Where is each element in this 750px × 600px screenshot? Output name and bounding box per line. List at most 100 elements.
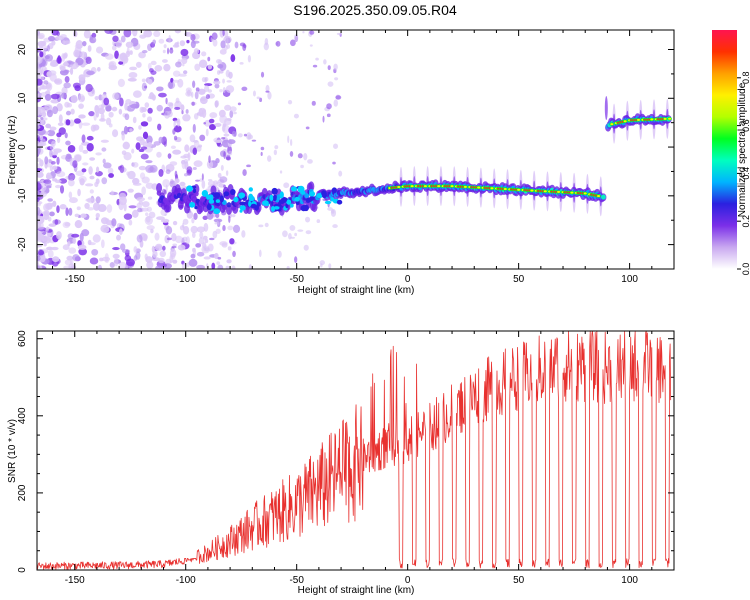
spectrogram-noise (74, 213, 80, 218)
spectrogram-noise (67, 179, 75, 187)
spectrogram-noise (70, 108, 75, 115)
spectrogram-noise (192, 247, 196, 253)
spectrogram-signal-core (557, 190, 561, 193)
spectrogram-noise (75, 170, 85, 177)
spectrogram-noise (49, 126, 57, 131)
spectrogram-noise (305, 216, 311, 223)
spectrogram-noise (37, 68, 43, 77)
spectrogram-signal (290, 186, 298, 192)
spectrogram-noise (146, 261, 154, 269)
spectrogram-noise (160, 218, 170, 223)
spectrogram-noise (246, 164, 251, 168)
spectrogram-noise (80, 213, 87, 218)
spectrogram-noise (142, 131, 149, 140)
spectrogram-noise (243, 133, 248, 137)
spectrogram-noise (113, 257, 119, 267)
spectrogram-signal (278, 199, 286, 204)
spectrogram-noise (277, 250, 282, 258)
spectrogram-noise (223, 133, 230, 137)
spectrogram-noise (125, 50, 131, 58)
spectrogram-noise (217, 264, 224, 269)
spectrogram-noise (37, 191, 41, 198)
spectrogram-noise (37, 197, 40, 202)
spectrogram-noise (127, 188, 134, 193)
spectrogram-noise (78, 74, 86, 81)
spectrogram-noise (55, 184, 61, 189)
spectrogram-noise (332, 224, 338, 229)
spectrogram-noise (72, 237, 77, 245)
spectrogram-noise (190, 33, 196, 41)
spectrogram-noise (101, 239, 105, 249)
spectrogram-noise (97, 204, 107, 213)
spectrogram-noise (231, 130, 237, 137)
spectrogram-noise (111, 45, 117, 51)
spectrogram-signal (165, 202, 172, 213)
spectrogram-signal (262, 200, 269, 206)
spectrogram-noise (89, 189, 94, 194)
spectrogram-noise (68, 61, 75, 65)
spectrogram-noise (106, 204, 113, 213)
spectrogram-noise (198, 59, 208, 69)
spectrogram-noise (186, 166, 193, 174)
spectrogram-noise (95, 170, 103, 177)
spectrogram-noise (192, 123, 196, 133)
spectrogram-noise (274, 145, 279, 150)
spectrogram-noise (92, 234, 101, 243)
spectrogram-noise (195, 243, 202, 248)
spectrogram-noise (70, 174, 76, 180)
spectrogram-noise (196, 226, 206, 233)
snr-x-label: Height of straight line (km) (298, 585, 415, 596)
spectrogram-noise (195, 87, 200, 92)
spectrogram-signal (279, 191, 284, 199)
spectrogram-noise (219, 176, 228, 183)
spectrogram-noise (154, 232, 160, 241)
spectrogram-noise (47, 249, 54, 259)
spectrogram-noise (219, 88, 223, 93)
spectrogram-noise (82, 40, 87, 47)
spectrogram-noise (237, 133, 243, 138)
spectrogram-noise (185, 87, 192, 94)
spectrogram-noise (48, 159, 52, 164)
spectrogram-noise (145, 160, 153, 164)
spectrogram-noise (180, 48, 189, 57)
spectrogram-noise (229, 110, 234, 118)
spectrogram-noise (44, 104, 53, 110)
spectrogram-noise (49, 61, 59, 67)
x-tick-label: 100 (621, 575, 638, 586)
spectrogram-noise (109, 262, 115, 268)
spectrogram-noise (58, 127, 66, 135)
spectrogram-signal-core (397, 186, 401, 189)
spectrogram-noise (214, 100, 220, 108)
spectrogram-noise (87, 45, 92, 52)
spectrogram-noise (123, 125, 128, 135)
spectrogram-noise (65, 119, 71, 126)
spectrogram-noise (196, 251, 205, 257)
spectrogram-noise (334, 77, 339, 81)
spectrogram-noise (86, 70, 95, 75)
spectrogram-noise (179, 40, 186, 47)
spectrogram-noise (121, 132, 125, 141)
spectrogram-noise (323, 59, 327, 65)
spectrogram-noise (221, 137, 226, 140)
spectrogram-noise (118, 61, 124, 65)
spectrogram-noise (52, 106, 59, 115)
spectrogram-noise (220, 40, 226, 49)
spectrogram-noise (78, 114, 86, 119)
spectrogram-noise (192, 167, 197, 171)
spectrogram-signal (201, 189, 209, 197)
spectrogram-noise (194, 91, 199, 100)
spectrogram-noise (46, 45, 50, 52)
spectrogram-noise (150, 70, 157, 75)
spectrogram-signal (322, 193, 327, 199)
spectrogram-noise (150, 60, 157, 66)
spectrogram-noise (47, 216, 52, 222)
spectrogram-noise (54, 179, 62, 184)
spectrogram-noise (168, 34, 171, 43)
spectrogram-noise (190, 40, 196, 49)
spectrogram-noise (297, 229, 304, 232)
spectrogram-noise (89, 257, 99, 265)
spectrogram-noise (82, 162, 89, 166)
spectrogram-noise (289, 39, 296, 47)
spectrogram-noise (133, 246, 138, 253)
spectrogram-signal (192, 188, 197, 194)
